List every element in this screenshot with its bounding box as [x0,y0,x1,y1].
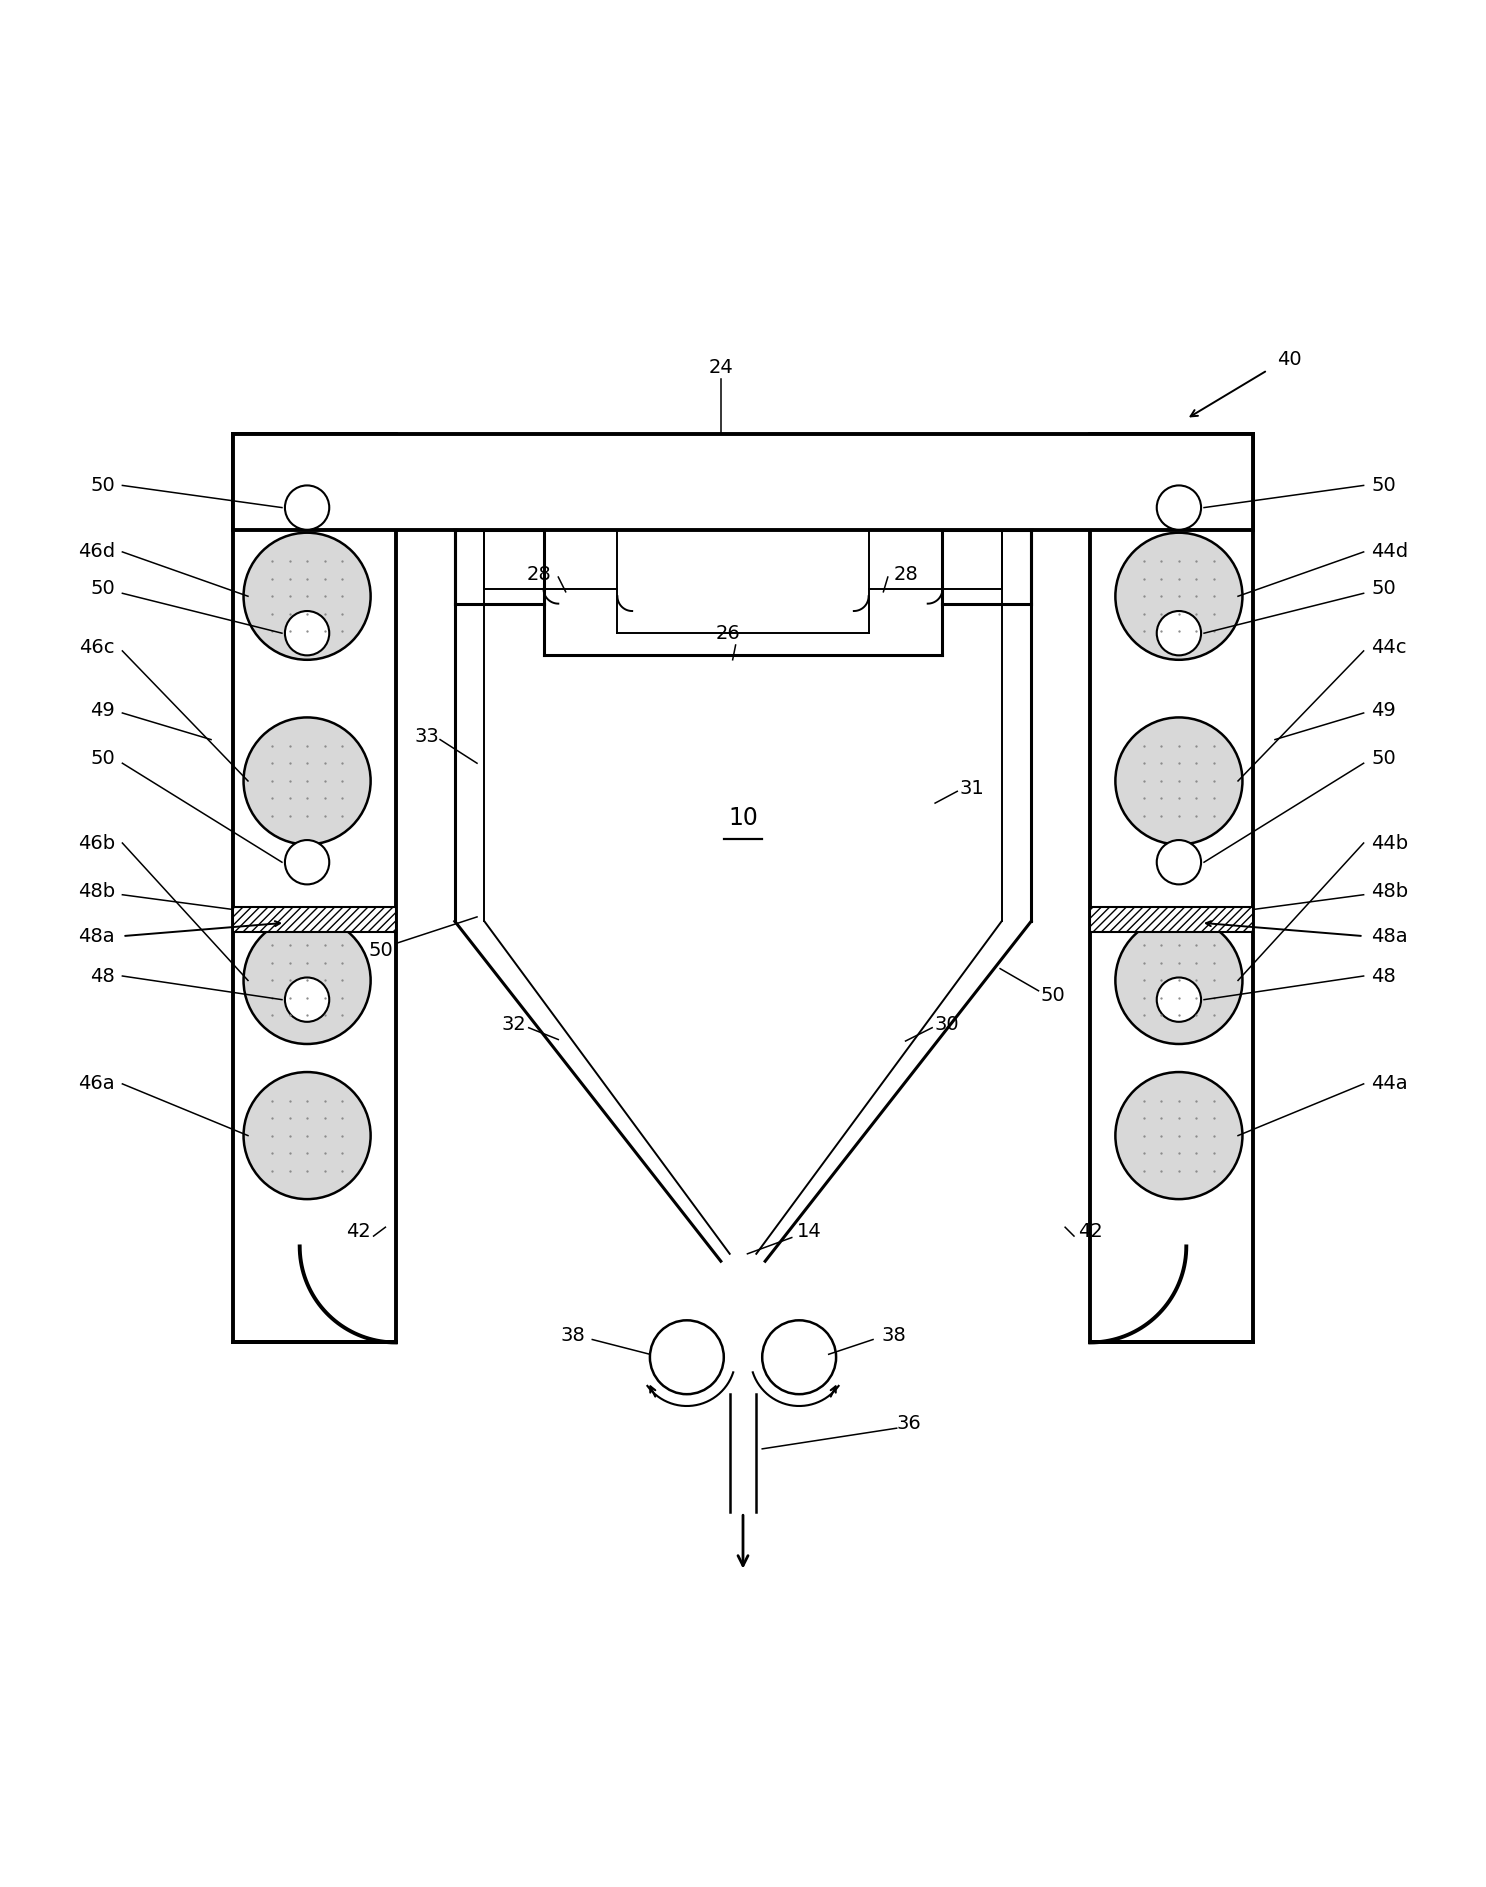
Text: 48a: 48a [79,927,114,945]
Text: 50: 50 [1372,476,1395,494]
Text: 31: 31 [960,779,984,798]
Text: 33: 33 [415,726,440,745]
Bar [233,906,395,932]
Text: 48b: 48b [1372,883,1409,902]
Text: 48: 48 [91,966,114,985]
Text: 44c: 44c [1372,638,1407,657]
Circle shape [1116,1072,1242,1198]
Text: 30: 30 [935,1015,960,1034]
Text: 26: 26 [716,625,740,643]
Text: 50: 50 [91,749,114,768]
Text: 50: 50 [1372,749,1395,768]
Text: 50: 50 [1040,985,1065,1004]
Text: 48b: 48b [77,883,114,902]
Text: 44a: 44a [1372,1074,1407,1093]
Text: 50: 50 [1372,579,1395,598]
Text: 50: 50 [91,476,114,494]
Circle shape [649,1321,724,1394]
Text: 49: 49 [1372,700,1395,719]
Circle shape [285,840,330,885]
Circle shape [244,917,370,1044]
Text: 36: 36 [896,1413,921,1434]
Circle shape [1116,532,1242,660]
Text: 46a: 46a [79,1074,114,1093]
Circle shape [1156,485,1201,530]
Circle shape [1116,717,1242,845]
Text: 48: 48 [1372,966,1395,985]
Text: 28: 28 [893,564,918,583]
Bar [1091,906,1253,932]
Text: 50: 50 [91,579,114,598]
Text: 49: 49 [91,700,114,719]
Text: 42: 42 [346,1223,372,1242]
Bar [233,434,395,1342]
Text: 28: 28 [526,564,551,583]
Circle shape [244,532,370,660]
Circle shape [1156,611,1201,655]
Bar [233,434,1253,530]
Bar [1091,434,1253,1342]
Circle shape [1156,840,1201,885]
Text: 32: 32 [502,1015,526,1034]
Circle shape [1116,917,1242,1044]
Circle shape [285,977,330,1023]
Text: 44b: 44b [1372,834,1409,853]
Text: 10: 10 [728,806,758,830]
Circle shape [1156,977,1201,1023]
Text: 50: 50 [369,942,394,960]
Circle shape [762,1321,837,1394]
Text: 46d: 46d [77,542,114,562]
Text: 14: 14 [796,1223,822,1242]
Text: 42: 42 [1077,1223,1103,1242]
Circle shape [285,611,330,655]
Circle shape [285,485,330,530]
Text: 38: 38 [881,1325,906,1345]
Text: 44d: 44d [1372,542,1409,562]
Text: 40: 40 [1278,351,1302,370]
Text: 24: 24 [709,359,733,377]
Text: 38: 38 [560,1325,585,1345]
Text: 46b: 46b [77,834,114,853]
Circle shape [244,717,370,845]
Text: 48a: 48a [1372,927,1407,945]
Circle shape [244,1072,370,1198]
Text: 46c: 46c [79,638,114,657]
